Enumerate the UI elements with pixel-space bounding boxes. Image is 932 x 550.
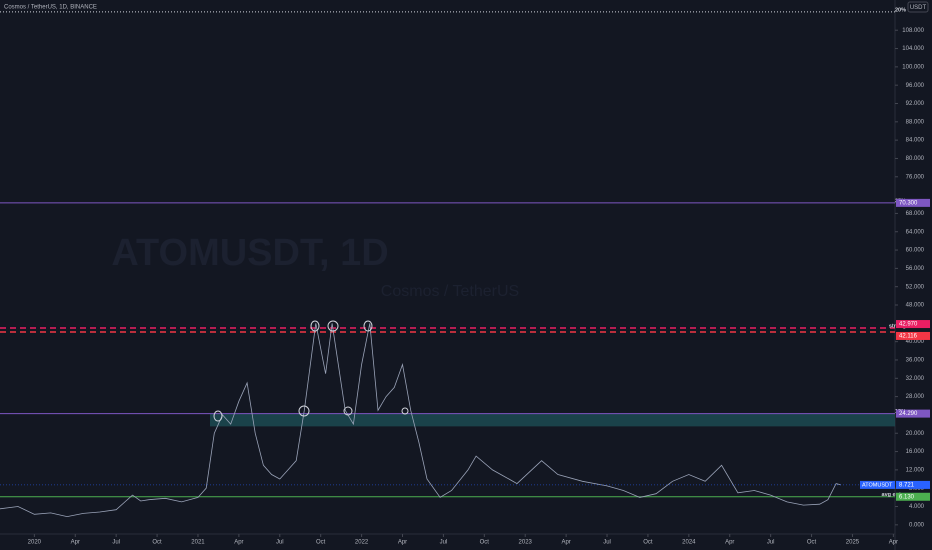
x-tick-label: 2024 <box>682 540 696 546</box>
y-tick-label: 108.000 <box>902 28 924 34</box>
price-tag-label: 70.300 <box>899 200 918 206</box>
annotation-circle <box>310 320 320 332</box>
y-tick-label: 104.000 <box>902 46 924 52</box>
last-price-tag <box>896 480 930 489</box>
y-tick-label: 40.000 <box>906 339 925 345</box>
last-price-name-box <box>860 480 895 489</box>
last-price-label: 8.721 <box>899 482 915 488</box>
x-tick-label: Jul <box>767 540 775 546</box>
y-tick-label: 92.000 <box>906 101 925 107</box>
x-tick-label: Jul <box>440 540 448 546</box>
x-tick-label: Jul <box>276 540 284 546</box>
price-tag-label: 24.290 <box>899 411 918 417</box>
x-tick-label: Apr <box>725 540 734 546</box>
x-tick-label: Oct <box>316 540 326 546</box>
price-tag <box>896 198 930 207</box>
chart-title: Cosmos / TetherUS, 1D, BINANCE <box>4 5 97 11</box>
watermark-sub: Cosmos / TetherUS <box>381 283 519 300</box>
x-tick-label: Jul <box>112 540 120 546</box>
annotation-circle <box>401 407 409 415</box>
y-tick-label: 36.000 <box>906 358 925 364</box>
x-tick-label: Apr <box>398 540 407 546</box>
price-tag-label: 6.130 <box>899 494 915 500</box>
x-tick-label: 2020 <box>28 540 42 546</box>
y-tick-label: 64.000 <box>906 229 925 235</box>
x-tick-label: 2021 <box>191 540 205 546</box>
price-line <box>0 323 842 518</box>
annotation-circle <box>298 405 310 417</box>
x-tick-label: Apr <box>561 540 570 546</box>
currency-label: USDT <box>910 5 927 11</box>
x-tick-label: Apr <box>234 540 243 546</box>
watermark: ATOMUSDT, 1D <box>111 232 388 274</box>
price-tag <box>896 409 930 418</box>
level-tag: avg entry <box>882 492 907 498</box>
price-tag <box>896 320 930 329</box>
x-tick-label: Oct <box>152 540 162 546</box>
y-tick-label: 28.000 <box>906 394 925 400</box>
x-tick-label: Oct <box>480 540 490 546</box>
y-tick-label: 96.000 <box>906 83 925 89</box>
price-tag-label: 42.116 <box>899 334 918 340</box>
zone <box>210 413 895 427</box>
level-tag: 20% <box>895 7 906 13</box>
y-tick-label: 76.000 <box>906 174 925 180</box>
y-tick-label: 80.000 <box>906 156 925 162</box>
annotation-circle <box>363 320 373 332</box>
y-tick-label: 60.000 <box>906 248 925 254</box>
currency-button[interactable] <box>907 1 929 13</box>
x-tick-label: Jul <box>603 540 611 546</box>
last-price-name: ATOMUSDT <box>862 482 893 488</box>
y-tick-label: 12.000 <box>906 467 925 473</box>
y-tick-label: 48.000 <box>906 303 925 309</box>
y-tick-label: 20.000 <box>906 431 925 437</box>
y-tick-label: 16.000 <box>906 449 925 455</box>
x-tick-label: Apr <box>71 540 80 546</box>
price-tag-label: 42.970 <box>899 322 918 328</box>
y-tick-label: 32.000 <box>906 376 925 382</box>
x-tick-label: Oct <box>643 540 653 546</box>
annotation-circle <box>213 410 223 422</box>
x-tick-label: 2025 <box>846 540 860 546</box>
price-tag <box>896 331 930 340</box>
annotation-circle <box>343 406 353 416</box>
y-tick-label: 0.000 <box>909 522 925 528</box>
x-tick-label: Oct <box>807 540 817 546</box>
y-tick-label: 88.000 <box>906 119 925 125</box>
y-tick-label: 4.000 <box>909 504 925 510</box>
x-tick-label: Apr <box>889 540 898 546</box>
x-tick-label: 2022 <box>355 540 369 546</box>
price-tag <box>896 492 930 501</box>
y-tick-label: 100.000 <box>902 64 924 70</box>
x-tick-label: 2023 <box>519 540 533 546</box>
annotations <box>213 320 409 422</box>
y-tick-label: 56.000 <box>906 266 925 272</box>
y-tick-label: 84.000 <box>906 138 925 144</box>
y-tick-label: 52.000 <box>906 284 925 290</box>
annotation-circle <box>327 320 339 332</box>
y-tick-label: 68.000 <box>906 211 925 217</box>
